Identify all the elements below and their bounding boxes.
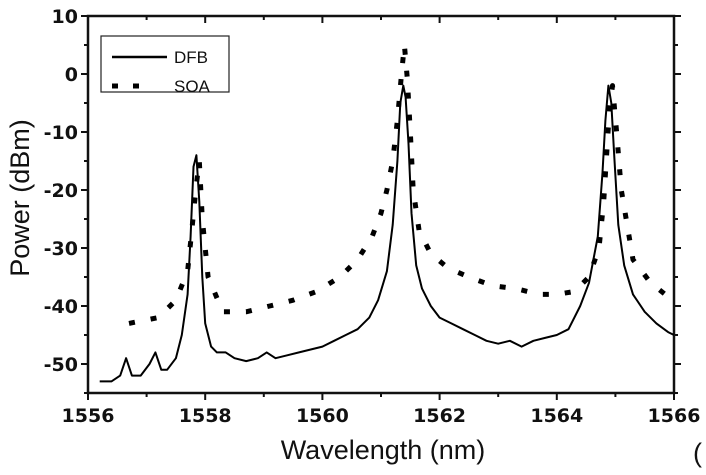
x-tick-label: 1556: [62, 405, 115, 427]
y-tick-label: 0: [65, 64, 78, 86]
x-axis: 1556 1558 1560 1562 1564 1566: [62, 16, 701, 427]
series-dfb-line: [99, 84, 675, 383]
legend-soa-label: SOA: [174, 77, 211, 96]
y-tick-label: -20: [44, 180, 78, 202]
series-layer: [99, 42, 675, 383]
y-tick-label: 10: [52, 6, 78, 28]
y-tick-label: -10: [44, 122, 78, 144]
legend-dfb-label: DFB: [174, 48, 208, 67]
y-axis-title: Power (dBm): [5, 119, 35, 277]
legend: DFB SOA: [100, 35, 230, 96]
y-axis: 10 0 -10 -20 -30 -40 -50: [44, 6, 681, 394]
x-tick-label: 1562: [413, 405, 466, 427]
x-tick-label: 1560: [296, 405, 349, 427]
y-tick-label: -40: [44, 296, 78, 318]
y-tick-label: -50: [44, 354, 78, 376]
legend-box: [100, 35, 230, 93]
x-axis-title: Wavelength (nm): [281, 435, 486, 465]
x-tick-label: 1566: [648, 405, 701, 427]
x-tick-label: 1564: [530, 405, 583, 427]
panel-annotation: (: [693, 438, 702, 468]
y-tick-label: -30: [44, 238, 78, 260]
x-tick-label: 1558: [179, 405, 232, 427]
